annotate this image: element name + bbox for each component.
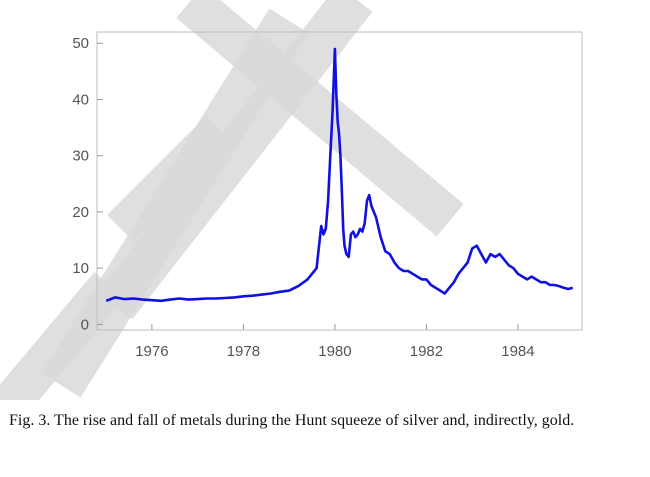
plot-frame	[96, 31, 583, 331]
y-tick-label: 40	[72, 91, 89, 108]
x-tick-label: 1976	[135, 343, 168, 360]
x-tick-label: 1978	[227, 343, 260, 360]
y-tick-label: 0	[81, 316, 89, 333]
y-tick-label: 50	[72, 35, 89, 52]
figure-caption: Fig. 3. The rise and fall of metals duri…	[9, 412, 575, 429]
watermark-stroke-3	[176, 0, 464, 237]
x-tick-label: 1984	[501, 343, 534, 360]
series-line	[105, 47, 574, 303]
watermark-stroke-4	[107, 116, 233, 242]
x-axis-ticks: 1976 1978 1980 1982 1984	[135, 324, 535, 360]
y-tick-label: 10	[72, 260, 89, 277]
x-tick-label: 1980	[318, 343, 351, 360]
watermark-stroke-5	[0, 272, 125, 400]
x-tick-label: 1982	[410, 343, 443, 360]
y-axis-ticks: 0 10 20 30 40 50	[72, 35, 103, 333]
y-tick-label: 30	[72, 148, 89, 165]
draft-watermark	[0, 0, 464, 400]
watermark-stroke-2	[97, 0, 373, 320]
chart: 1976 1978 1980 1982 1984 0 10 20 30 40 50	[0, 0, 583, 400]
y-tick-label: 20	[72, 204, 89, 221]
